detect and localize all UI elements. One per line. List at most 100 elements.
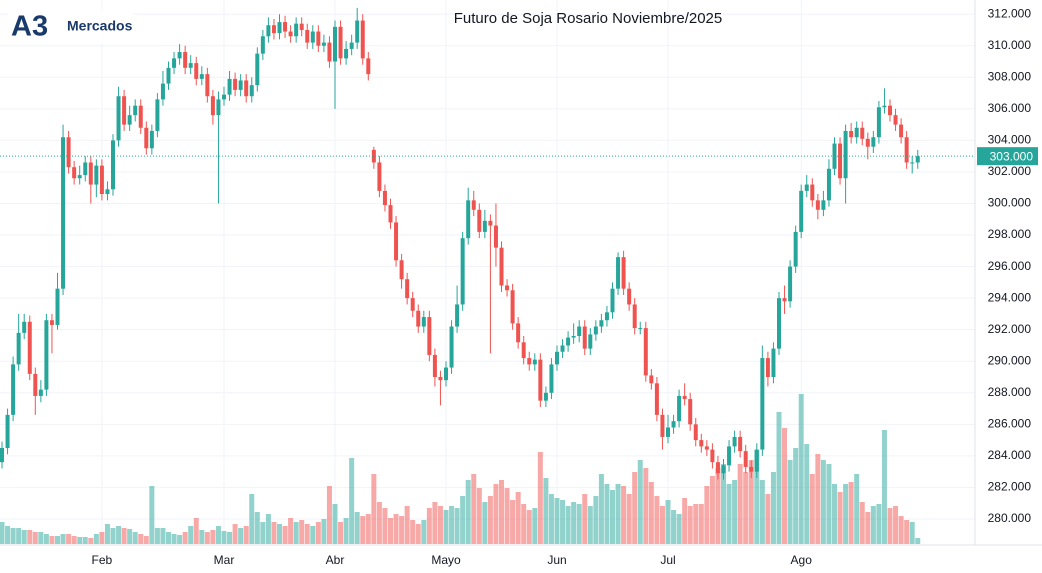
candle-body — [27, 321, 32, 374]
candle-body — [493, 225, 498, 248]
candle-body — [549, 364, 554, 393]
volume-bar — [521, 504, 527, 544]
y-tick-label: 282.000 — [988, 480, 1032, 494]
volume-bar — [232, 524, 238, 544]
candle-body — [760, 358, 765, 450]
volume-bar — [765, 494, 771, 544]
candle-body — [727, 446, 732, 466]
volume-bar — [93, 534, 99, 544]
candle-body — [255, 53, 260, 86]
volume-bar — [604, 484, 610, 544]
volume-bar — [854, 474, 860, 544]
volume-bar — [615, 484, 621, 544]
candle-body — [333, 26, 337, 62]
x-tick-label: Ago — [791, 553, 813, 567]
volume-bar — [310, 526, 316, 544]
volume-bar — [837, 492, 843, 544]
candle-body — [621, 257, 626, 289]
candle-body — [743, 451, 748, 467]
candle-body — [349, 42, 354, 49]
volume-bar — [904, 520, 910, 544]
last-price-tag — [977, 147, 1038, 166]
candle-body — [22, 321, 27, 333]
volume-bar — [798, 394, 804, 544]
volume-bar — [371, 474, 377, 544]
volume-bar — [210, 530, 216, 544]
candle-body — [738, 436, 743, 452]
candle-body — [838, 143, 843, 179]
y-tick-label: 292.000 — [988, 322, 1032, 336]
volume-bar — [326, 486, 332, 544]
volume-bar — [865, 512, 871, 544]
candle-body — [405, 279, 410, 299]
volume-bar — [909, 522, 915, 544]
candle-body — [222, 94, 226, 100]
volume-bar — [654, 496, 660, 544]
volume-bar — [449, 506, 455, 544]
volume-bar — [16, 528, 22, 544]
candle-body — [227, 78, 232, 95]
y-tick-label: 294.000 — [988, 290, 1032, 304]
volume-bar — [5, 526, 11, 544]
volume-bar — [193, 518, 199, 544]
volume-bar — [315, 522, 321, 544]
candle-body — [144, 127, 149, 149]
candle-body — [66, 137, 71, 168]
candle-body — [61, 137, 66, 289]
candle-body — [360, 20, 365, 59]
candle-body — [471, 200, 476, 210]
volume-bar — [55, 536, 60, 544]
candle-body — [677, 395, 682, 422]
volume-bar — [721, 464, 726, 544]
candle-body — [38, 389, 43, 396]
candle-body — [599, 320, 604, 327]
candle-body — [488, 220, 493, 226]
candle-body — [482, 220, 487, 232]
candle-body — [260, 36, 265, 54]
candle-body — [460, 238, 465, 305]
candle-body — [127, 115, 132, 125]
volume-bar — [66, 534, 72, 544]
y-tick-label: 280.000 — [988, 511, 1032, 525]
volume-bar — [60, 534, 66, 544]
volume-bar — [127, 529, 133, 544]
volume-bar — [293, 522, 299, 544]
volume-bar — [499, 480, 504, 544]
candle-body — [444, 367, 448, 381]
candle-body — [765, 358, 770, 378]
volume-bar — [227, 532, 233, 544]
candle-body — [571, 335, 576, 338]
candle-body — [516, 323, 521, 343]
y-tick-label: 312.000 — [988, 6, 1032, 20]
candle-body — [804, 184, 809, 191]
candle-body — [294, 23, 299, 37]
axis-layer: 280.000 282.000 284.000 286.000 288.000 290.0… — [0, 6, 1038, 567]
volume-bar — [238, 528, 244, 544]
candle-body — [244, 80, 249, 97]
candle-body — [660, 414, 665, 437]
candle-body — [410, 298, 415, 311]
candle-body — [5, 414, 10, 448]
volume-bar — [726, 484, 732, 544]
volume-bar — [676, 514, 682, 544]
candle-body — [33, 373, 38, 396]
volume-bar — [299, 520, 305, 544]
candle-body — [277, 22, 282, 34]
volume-bar — [465, 480, 471, 544]
volume-bar — [454, 508, 460, 544]
volume-bar — [104, 524, 110, 544]
volume-bar — [587, 506, 593, 544]
candle-body — [915, 156, 920, 163]
volume-bar — [770, 472, 776, 544]
volume-bar — [870, 506, 876, 544]
volume-bar — [754, 450, 760, 544]
volume-bar — [110, 528, 116, 544]
candle-body — [0, 447, 4, 463]
volume-bar — [121, 528, 127, 544]
candle-body — [693, 424, 698, 441]
volume-bar — [426, 508, 432, 544]
candle-body — [821, 200, 826, 210]
volume-bar — [759, 480, 765, 544]
volume-bar — [410, 520, 416, 544]
volume-bar — [848, 482, 854, 544]
